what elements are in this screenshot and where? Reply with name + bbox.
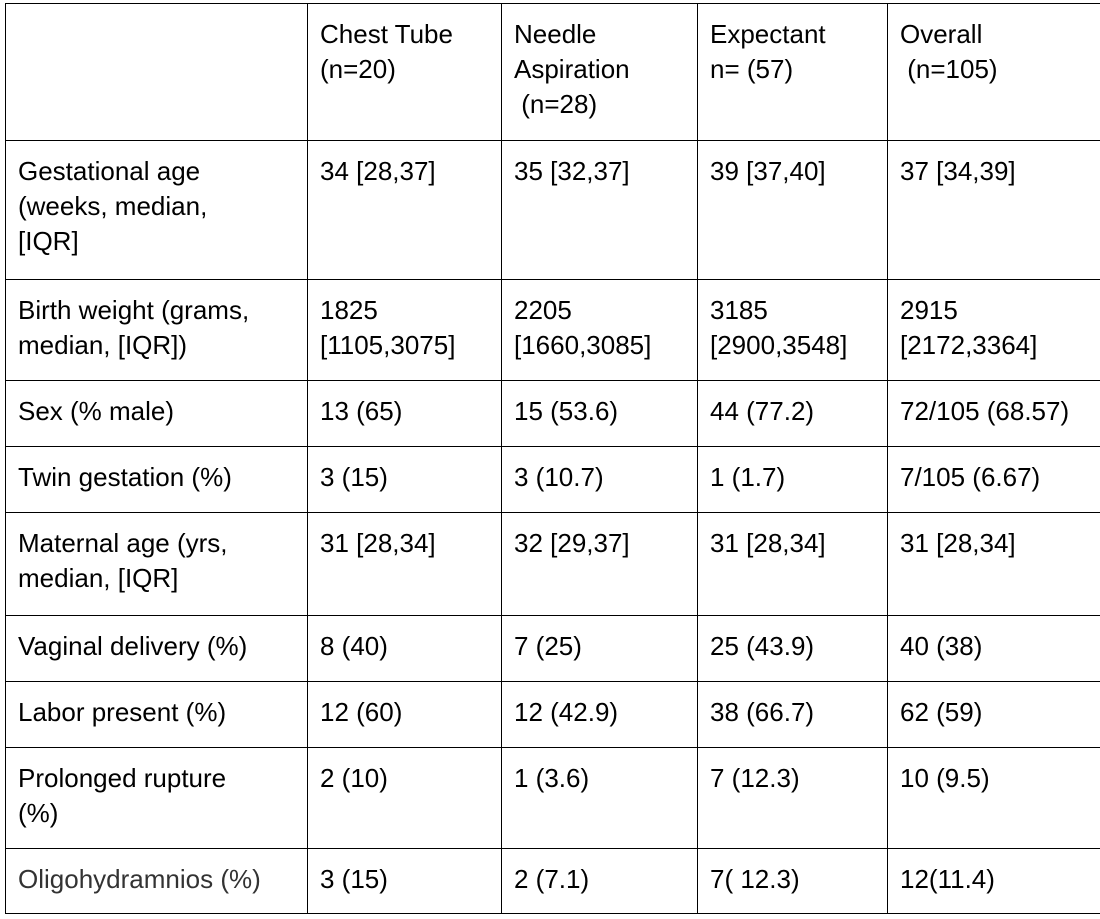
header-cell-chest-tube: Chest Tube (n=20) bbox=[307, 3, 502, 141]
table-cell: 12(11.4) bbox=[887, 848, 1100, 914]
table-cell: 31 [28,34] bbox=[307, 512, 502, 616]
table-cell: 7 (12.3) bbox=[697, 747, 888, 849]
header-cell-needle-aspiration: Needle Aspiration (n=28) bbox=[501, 3, 698, 141]
table-cell: 12 (42.9) bbox=[501, 681, 698, 748]
table-cell: 32 [29,37] bbox=[501, 512, 698, 616]
table-cell: 34 [28,37] bbox=[307, 140, 502, 280]
table-cell: 38 (66.7) bbox=[697, 681, 888, 748]
table-cell: 62 (59) bbox=[887, 681, 1100, 748]
table-row: Gestational age (weeks, median, [IQR] 34… bbox=[5, 140, 1100, 280]
table-cell: 2 (7.1) bbox=[501, 848, 698, 914]
header-cell-overall: Overall (n=105) bbox=[887, 3, 1100, 141]
row-label: Sex (% male) bbox=[5, 380, 308, 447]
table-row: Oligohydramnios (%) 3 (15) 2 (7.1) 7( 12… bbox=[5, 848, 1100, 914]
table-row: Vaginal delivery (%) 8 (40) 7 (25) 25 (4… bbox=[5, 615, 1100, 682]
table-cell: 7 (25) bbox=[501, 615, 698, 682]
table-cell: 44 (77.2) bbox=[697, 380, 888, 447]
table-row: Birth weight (grams, median, [IQR]) 1825… bbox=[5, 279, 1100, 381]
table-cell: 1 (3.6) bbox=[501, 747, 698, 849]
header-row: Chest Tube (n=20) Needle Aspiration (n=2… bbox=[5, 3, 1100, 141]
row-label: Twin gestation (%) bbox=[5, 446, 308, 513]
table-cell: 3185 [2900,3548] bbox=[697, 279, 888, 381]
patient-characteristics-table: Chest Tube (n=20) Needle Aspiration (n=2… bbox=[5, 3, 1100, 914]
table-cell: 31 [28,34] bbox=[887, 512, 1100, 616]
table-row: Labor present (%) 12 (60) 12 (42.9) 38 (… bbox=[5, 681, 1100, 748]
table-cell: 3 (15) bbox=[307, 446, 502, 513]
table-cell: 13 (65) bbox=[307, 380, 502, 447]
table-cell: 2915 [2172,3364] bbox=[887, 279, 1100, 381]
table-row: Sex (% male) 13 (65) 15 (53.6) 44 (77.2)… bbox=[5, 380, 1100, 447]
table-cell: 12 (60) bbox=[307, 681, 502, 748]
table-cell: 31 [28,34] bbox=[697, 512, 888, 616]
row-label: Labor present (%) bbox=[5, 681, 308, 748]
table-row: Prolonged rupture (%) 2 (10) 1 (3.6) 7 (… bbox=[5, 747, 1100, 849]
table-cell: 1 (1.7) bbox=[697, 446, 888, 513]
table-cell: 72/105 (68.57) bbox=[887, 380, 1100, 447]
table-cell: 39 [37,40] bbox=[697, 140, 888, 280]
row-label: Vaginal delivery (%) bbox=[5, 615, 308, 682]
header-cell-expectant: Expectant n= (57) bbox=[697, 3, 888, 141]
table-cell: 2 (10) bbox=[307, 747, 502, 849]
table-row: Twin gestation (%) 3 (15) 3 (10.7) 1 (1.… bbox=[5, 446, 1100, 513]
table-cell: 3 (10.7) bbox=[501, 446, 698, 513]
table-cell: 35 [32,37] bbox=[501, 140, 698, 280]
table-cell: 8 (40) bbox=[307, 615, 502, 682]
table-row: Maternal age (yrs, median, [IQR] 31 [28,… bbox=[5, 512, 1100, 616]
header-cell-blank bbox=[5, 3, 308, 141]
table-cell: 7( 12.3) bbox=[697, 848, 888, 914]
row-label: Prolonged rupture (%) bbox=[5, 747, 308, 849]
row-label: Gestational age (weeks, median, [IQR] bbox=[5, 140, 308, 280]
table-cell: 7/105 (6.67) bbox=[887, 446, 1100, 513]
table-cell: 1825 [1105,3075] bbox=[307, 279, 502, 381]
table-cell: 3 (15) bbox=[307, 848, 502, 914]
table-cell: 2205 [1660,3085] bbox=[501, 279, 698, 381]
row-label: Oligohydramnios (%) bbox=[5, 848, 308, 914]
table-cell: 10 (9.5) bbox=[887, 747, 1100, 849]
table-cell: 25 (43.9) bbox=[697, 615, 888, 682]
table-cell: 37 [34,39] bbox=[887, 140, 1100, 280]
row-label: Maternal age (yrs, median, [IQR] bbox=[5, 512, 308, 616]
row-label: Birth weight (grams, median, [IQR]) bbox=[5, 279, 308, 381]
table-cell: 40 (38) bbox=[887, 615, 1100, 682]
table-cell: 15 (53.6) bbox=[501, 380, 698, 447]
